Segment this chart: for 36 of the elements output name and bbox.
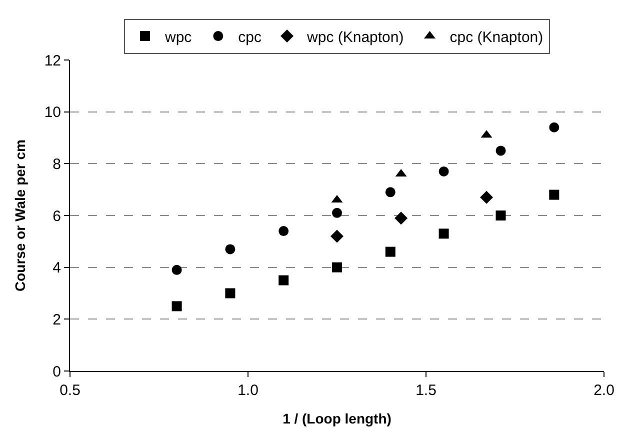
point <box>549 122 560 132</box>
point <box>225 244 236 254</box>
point <box>394 212 408 225</box>
y-tick-label: 0 <box>52 363 61 380</box>
y-tick-label: 12 <box>44 52 61 70</box>
point <box>438 228 449 239</box>
legend-label: cpc (Knapton) <box>450 28 544 46</box>
y-tick-label: 2 <box>52 311 61 328</box>
x-tick-label: 0.5 <box>60 382 80 399</box>
point <box>496 146 506 156</box>
point <box>330 230 344 243</box>
y-axis-title: Course or Wale per cm <box>12 140 28 292</box>
point <box>278 226 289 236</box>
x-tick-label: 1.5 <box>416 382 436 399</box>
legend-label: wpc <box>164 28 192 46</box>
point <box>385 246 396 257</box>
point <box>278 275 289 286</box>
y-tick-label: 4 <box>52 260 61 277</box>
point <box>332 208 342 218</box>
point <box>385 187 396 198</box>
point <box>172 264 182 275</box>
y-tick-label: 10 <box>44 104 61 122</box>
point <box>172 301 182 312</box>
point <box>496 210 506 220</box>
x-axis-title: 1 / (Loop length) <box>282 410 392 426</box>
x-tick-label: 2.0 <box>594 382 614 399</box>
legend-label: wpc (Knapton) <box>306 28 404 46</box>
point <box>225 288 236 298</box>
point <box>549 190 560 200</box>
point <box>480 190 494 204</box>
y-tick-label: 6 <box>52 208 61 225</box>
point <box>438 166 449 176</box>
legend-label: cpc <box>238 28 262 46</box>
point <box>332 262 342 272</box>
y-tick-label: 8 <box>52 156 61 173</box>
x-tick-label: 1.0 <box>238 382 258 399</box>
